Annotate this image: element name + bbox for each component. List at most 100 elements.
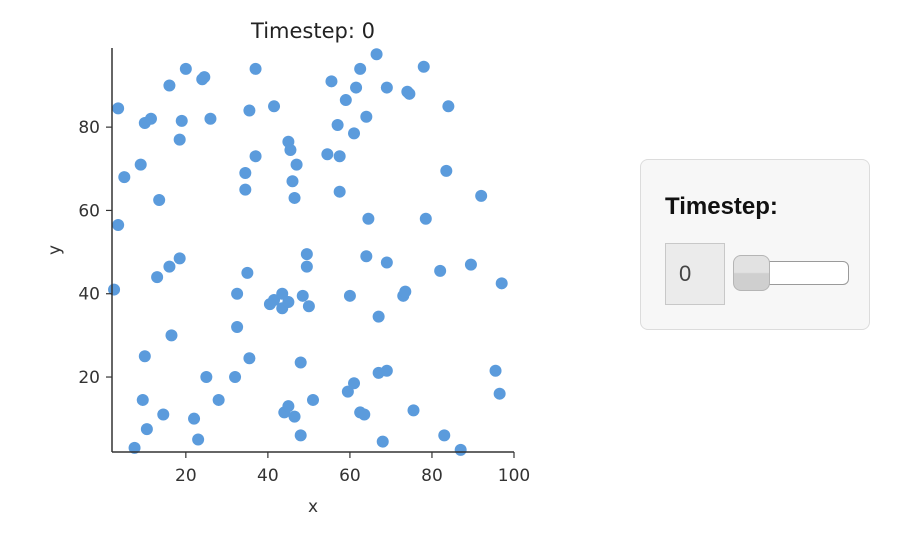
data-point-37 bbox=[286, 175, 299, 188]
data-point-88 bbox=[419, 212, 432, 225]
y-tick-label: 40 bbox=[78, 285, 100, 305]
data-point-52 bbox=[229, 371, 242, 384]
data-point-27 bbox=[212, 393, 225, 406]
data-point-48 bbox=[300, 248, 313, 261]
data-point-71 bbox=[362, 212, 375, 225]
data-point-17 bbox=[173, 252, 186, 265]
data-point-82 bbox=[376, 435, 389, 448]
data-point-35 bbox=[284, 144, 297, 157]
data-point-64 bbox=[380, 81, 393, 94]
data-point-21 bbox=[140, 423, 153, 436]
y-axis-ticks: 20 40 60 80 bbox=[78, 118, 112, 388]
data-point-74 bbox=[380, 256, 393, 269]
data-point-93 bbox=[399, 285, 412, 298]
data-point-62 bbox=[354, 62, 367, 75]
x-axis-ticks: 20 40 60 80 100 bbox=[175, 452, 530, 486]
data-point-11 bbox=[173, 133, 186, 146]
data-point-73 bbox=[360, 250, 373, 263]
data-point-24 bbox=[188, 412, 201, 425]
data-point-2 bbox=[108, 283, 121, 296]
data-point-1 bbox=[112, 219, 125, 232]
data-point-61 bbox=[350, 81, 363, 94]
data-point-18 bbox=[165, 329, 178, 342]
data-point-55 bbox=[282, 400, 295, 413]
data-point-96 bbox=[438, 429, 451, 442]
data-point-49 bbox=[300, 260, 313, 273]
data-point-32 bbox=[239, 166, 252, 179]
data-point-70 bbox=[333, 185, 346, 198]
data-point-6 bbox=[144, 112, 157, 125]
data-point-57 bbox=[294, 429, 307, 442]
data-point-23 bbox=[157, 408, 170, 421]
timestep-value-box[interactable]: 0 bbox=[665, 243, 725, 305]
data-point-39 bbox=[231, 287, 244, 300]
data-point-90 bbox=[434, 264, 447, 277]
y-tick-label: 60 bbox=[78, 201, 100, 221]
data-point-95 bbox=[407, 404, 420, 417]
data-point-72 bbox=[343, 289, 356, 302]
timestep-widget: Timestep: 0 bbox=[640, 159, 870, 330]
data-point-63 bbox=[370, 48, 383, 61]
data-point-20 bbox=[136, 393, 149, 406]
data-point-86 bbox=[442, 100, 455, 113]
data-points bbox=[108, 48, 508, 456]
data-point-51 bbox=[243, 352, 256, 365]
data-point-40 bbox=[241, 266, 254, 279]
data-point-56 bbox=[288, 410, 301, 423]
data-point-98 bbox=[489, 364, 502, 377]
data-point-87 bbox=[440, 164, 453, 177]
data-point-68 bbox=[321, 148, 334, 161]
x-axis-label: x bbox=[308, 497, 318, 517]
data-point-65 bbox=[331, 119, 344, 132]
data-point-85 bbox=[417, 60, 430, 73]
data-point-25 bbox=[192, 433, 205, 446]
data-point-94 bbox=[495, 277, 508, 290]
data-point-79 bbox=[358, 408, 371, 421]
data-point-76 bbox=[341, 385, 354, 398]
data-point-16 bbox=[163, 260, 176, 273]
data-point-0 bbox=[112, 102, 125, 115]
data-point-50 bbox=[231, 321, 244, 334]
data-point-36 bbox=[290, 158, 303, 171]
data-point-89 bbox=[475, 189, 488, 202]
data-point-46 bbox=[296, 289, 309, 302]
data-point-97 bbox=[454, 443, 467, 456]
data-point-19 bbox=[138, 350, 151, 363]
y-tick-label: 80 bbox=[78, 118, 100, 138]
data-point-42 bbox=[263, 298, 276, 311]
data-point-99 bbox=[493, 387, 506, 400]
data-point-84 bbox=[403, 87, 416, 100]
x-tick-label: 80 bbox=[421, 466, 443, 486]
y-tick-label: 20 bbox=[78, 368, 100, 388]
chart-title: Timestep: 0 bbox=[250, 19, 375, 43]
scatter-chart: Timestep: 0 20 40 60 80 100 20 40 60 80 x y bbox=[45, 19, 530, 517]
x-tick-label: 100 bbox=[498, 466, 530, 486]
x-tick-label: 20 bbox=[175, 466, 197, 486]
data-point-13 bbox=[198, 71, 211, 84]
data-point-26 bbox=[200, 371, 213, 384]
data-point-28 bbox=[249, 62, 262, 75]
data-point-43 bbox=[276, 287, 289, 300]
x-tick-label: 40 bbox=[257, 466, 279, 486]
y-axis-label: y bbox=[45, 245, 65, 255]
data-point-22 bbox=[128, 441, 141, 454]
data-point-38 bbox=[288, 191, 301, 204]
data-point-66 bbox=[348, 127, 361, 140]
data-point-8 bbox=[163, 79, 176, 92]
data-point-69 bbox=[333, 150, 346, 163]
data-point-47 bbox=[302, 300, 315, 313]
data-point-3 bbox=[118, 171, 131, 184]
data-point-31 bbox=[249, 150, 262, 163]
data-point-15 bbox=[151, 271, 164, 284]
data-point-60 bbox=[339, 94, 352, 107]
timestep-label: Timestep: bbox=[665, 193, 778, 220]
data-point-45 bbox=[282, 296, 295, 309]
timestep-slider-handle[interactable] bbox=[733, 255, 770, 291]
data-point-58 bbox=[307, 393, 319, 406]
data-point-59 bbox=[325, 75, 338, 88]
data-point-77 bbox=[348, 377, 361, 390]
data-point-4 bbox=[134, 158, 147, 171]
data-point-81 bbox=[380, 364, 393, 377]
data-point-10 bbox=[175, 114, 188, 127]
data-point-53 bbox=[294, 356, 307, 369]
